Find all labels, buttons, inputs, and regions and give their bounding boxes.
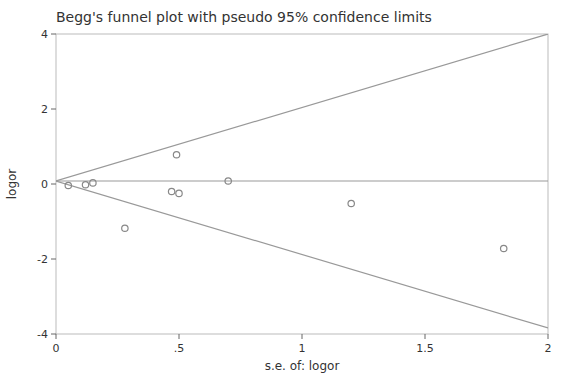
- x-tick-label: 0: [53, 342, 60, 355]
- study-point: [173, 152, 179, 158]
- chart: 0 .5 1 1.5 2 -4 -2 0 2 4 Begg's funnel plot with p…: [0, 0, 566, 380]
- x-tick: [56, 334, 57, 339]
- study-point: [65, 182, 71, 188]
- y-tick: [51, 334, 56, 335]
- x-tick: [179, 334, 180, 339]
- title: Begg's funnel plot with pseudo 95% confi…: [56, 9, 432, 25]
- x-tick: [302, 334, 303, 339]
- y-tick: [51, 259, 56, 260]
- y-tick: [51, 184, 56, 185]
- axes: 0 .5 1 1.5 2 -4 -2 0 2 4: [37, 28, 551, 355]
- study-point: [225, 178, 231, 184]
- plot-frame: [56, 34, 548, 334]
- x-axis-label: s.e. of: logor: [265, 359, 340, 373]
- funnel-line: [56, 180, 548, 181]
- y-tick-label: -4: [37, 328, 48, 341]
- y-axis-label: logor: [5, 169, 19, 200]
- y-tick: [51, 109, 56, 110]
- funnel-line: [56, 34, 548, 181]
- y-tick-label: 4: [41, 28, 48, 41]
- funnel-line: [56, 181, 548, 328]
- marks: [56, 34, 548, 328]
- study-point: [122, 225, 128, 231]
- study-point: [90, 180, 96, 186]
- x-tick: [548, 334, 549, 339]
- x-tick-label: 2: [545, 342, 552, 355]
- study-point: [348, 200, 354, 206]
- y-tick-label: -2: [37, 253, 48, 266]
- study-point: [168, 188, 174, 194]
- study-point: [176, 190, 182, 196]
- study-point: [82, 182, 88, 188]
- y-tick-label: 0: [41, 178, 48, 191]
- x-tick-label: 1: [299, 342, 306, 355]
- study-point: [501, 245, 507, 251]
- x-tick: [425, 334, 426, 339]
- y-tick: [51, 34, 56, 35]
- x-tick-label: .5: [174, 342, 185, 355]
- x-tick-label: 1.5: [416, 342, 434, 355]
- y-tick-label: 2: [41, 103, 48, 116]
